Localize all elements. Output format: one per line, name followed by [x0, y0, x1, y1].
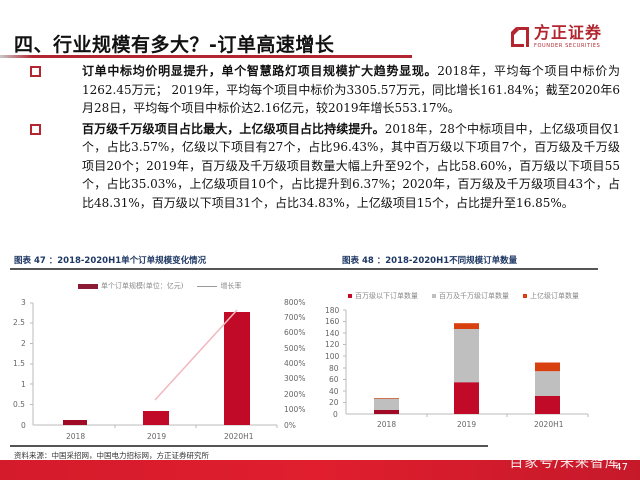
bullet-item: 订单中标均价明显提升，单个智慧路灯项目规模扩大趋势显现。2018年，平均每个项目… — [30, 62, 620, 118]
y-tick: 0 — [333, 410, 338, 419]
bullet-body: 2018年，28个中标项目中，上亿级项目仅1个，占比3.57%，亿级以下项目有2… — [82, 121, 620, 210]
legend-line-label: 增长率 — [220, 282, 242, 290]
swatch-below-million-icon — [348, 294, 352, 298]
swatch-million-ten-million-icon — [432, 294, 436, 298]
x-tick: 2019 — [147, 432, 167, 441]
y-tick: 160 — [325, 317, 340, 326]
chart47-legend: 单个订单规模(单位：亿元) 增长率 — [78, 281, 241, 291]
bar-swatch-icon — [78, 283, 98, 289]
swatch-hundred-million-icon — [523, 294, 527, 298]
title-underline — [0, 55, 412, 58]
y2-tick: 800% — [284, 298, 306, 307]
bullet-body: 2018年，平均每个项目中标价为1262.45万元； 2019年，平均每个项目中… — [82, 64, 620, 115]
logo-english: FOUNDER SECURITIES — [534, 43, 601, 49]
line-swatch-icon — [197, 285, 218, 287]
y2-tick: 400% — [284, 359, 306, 368]
legend-label: 百万级以下订单数量 — [355, 292, 418, 300]
y-tick: 1 — [21, 380, 26, 389]
y-tick: 60 — [329, 375, 339, 384]
y2-tick: 300% — [284, 374, 306, 383]
y-tick: 180 — [325, 306, 340, 315]
x-tick: 2020H1 — [224, 432, 254, 441]
y-tick: 2 — [21, 339, 26, 348]
y-tick: 80 — [329, 364, 339, 373]
y-tick: 120 — [325, 340, 340, 349]
y2-tick: 700% — [284, 313, 306, 322]
y-tick: 100 — [325, 352, 340, 361]
y-tick: 1.5 — [13, 359, 25, 368]
page-title: 四、行业规模有多大？-订单高速增长 — [14, 34, 335, 56]
y-tick: 40 — [329, 387, 339, 396]
y-tick: 3 — [21, 298, 26, 307]
chart48-plot — [343, 309, 589, 417]
logo-chinese: 方正证券 — [534, 23, 603, 42]
square-bullet-icon — [30, 66, 41, 77]
y-tick: 20 — [329, 398, 339, 407]
y2-tick: 200% — [284, 390, 306, 399]
y2-tick: 100% — [284, 405, 306, 414]
legend-label: 百万及千万级订单数量 — [439, 292, 509, 300]
x-tick: 2018 — [66, 432, 86, 441]
chart48-legend: 百万级以下订单数量 百万及千万级订单数量 上亿级订单数量 — [348, 291, 579, 301]
legend-bar-label: 单个订单规模(单位：亿元) — [101, 282, 184, 290]
y2-tick: 0% — [284, 421, 296, 430]
bullet-heading: 百万级千万级项目占比最大，上亿级项目占比持续提升。 — [82, 121, 385, 136]
chart47-heading: 图表 47 ：2018-2020H1单个订单规模变化情况 — [14, 256, 207, 266]
source-note: 资料来源：中国采招网，中国电力招标网，方正证券研究所 — [14, 451, 209, 460]
y-tick: 2.5 — [13, 318, 25, 327]
y-tick: 0 — [21, 421, 26, 430]
chart47-plot — [30, 302, 278, 428]
logo-mark-icon — [510, 26, 530, 48]
watermark: 百家号/未来智库 — [509, 455, 620, 471]
bullet-heading: 订单中标均价明显提升，单个智慧路灯项目规模扩大趋势显现。 — [82, 64, 438, 78]
chart47-rule — [10, 268, 320, 270]
page-number: 47 — [615, 462, 628, 473]
x-tick: 2020H1 — [534, 420, 564, 429]
chart48-rule — [320, 268, 598, 270]
bullet-item: 百万级千万级项目占比最大，上亿级项目占比持续提升。2018年，28个中标项目中，… — [30, 120, 620, 213]
footer-rule — [10, 445, 488, 447]
x-tick: 2018 — [377, 420, 397, 429]
bullet-list: 订单中标均价明显提升，单个智慧路灯项目规模扩大趋势显现。2018年，平均每个项目… — [30, 62, 620, 214]
footer-band — [0, 460, 640, 480]
founder-logo: 方正证券 FOUNDER SECURITIES — [510, 24, 635, 58]
y2-tick: 500% — [284, 344, 306, 353]
y-tick: 0.5 — [13, 400, 25, 409]
x-tick: 2019 — [457, 420, 477, 429]
legend-label: 上亿级订单数量 — [530, 292, 579, 300]
chart48-heading: 图表 48 ：2018-2020H1不同规模订单数量 — [342, 256, 518, 266]
y2-tick: 600% — [284, 328, 306, 337]
y-tick: 140 — [325, 329, 340, 338]
square-bullet-icon — [30, 123, 41, 135]
